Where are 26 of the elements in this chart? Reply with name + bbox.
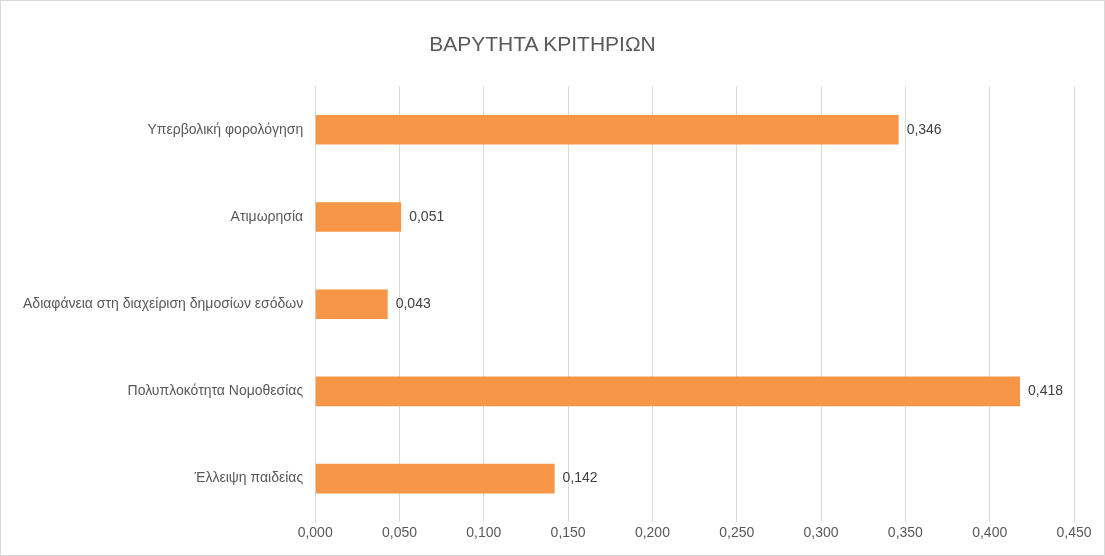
bar bbox=[315, 202, 402, 232]
x-tick-label: 0,400 bbox=[972, 524, 1008, 541]
bar bbox=[315, 289, 388, 320]
bar bbox=[315, 463, 555, 494]
y-tick-label: Πολυπλοκότητα Νομοθεσίας bbox=[127, 382, 304, 399]
data-label: 0,142 bbox=[562, 469, 598, 486]
chart-title: ΒΑΡΥΤΗΤΑ ΚΡΙΤΗΡΙΩΝ bbox=[429, 32, 656, 56]
x-tick-label: 0,300 bbox=[803, 524, 839, 541]
bar bbox=[315, 114, 899, 145]
x-tick-label: 0,000 bbox=[297, 524, 333, 541]
y-tick-label: Έλλειψη παιδείας bbox=[193, 469, 304, 486]
x-tick-label: 0,250 bbox=[719, 524, 755, 541]
data-label: 0,346 bbox=[906, 120, 942, 137]
data-label: 0,051 bbox=[409, 207, 445, 224]
x-tick-label: 0,150 bbox=[550, 524, 586, 541]
x-tick-label: 0,050 bbox=[381, 524, 418, 541]
bar bbox=[315, 376, 1021, 407]
y-tick-label: Ατιμωρησία bbox=[230, 207, 304, 224]
x-tick-label: 0,350 bbox=[887, 524, 924, 541]
x-tick-label: 0,450 bbox=[1056, 524, 1092, 541]
data-label: 0,418 bbox=[1028, 382, 1064, 399]
y-tick-label: Υπερβολική φορολόγηση bbox=[147, 120, 304, 137]
y-tick-label: Αδιαφάνεια στη διαχείριση δημοσίων εσόδων bbox=[23, 295, 304, 312]
x-tick-label: 0,200 bbox=[634, 524, 671, 541]
x-tick-label: 0,100 bbox=[466, 524, 502, 541]
data-label: 0,043 bbox=[395, 295, 431, 312]
